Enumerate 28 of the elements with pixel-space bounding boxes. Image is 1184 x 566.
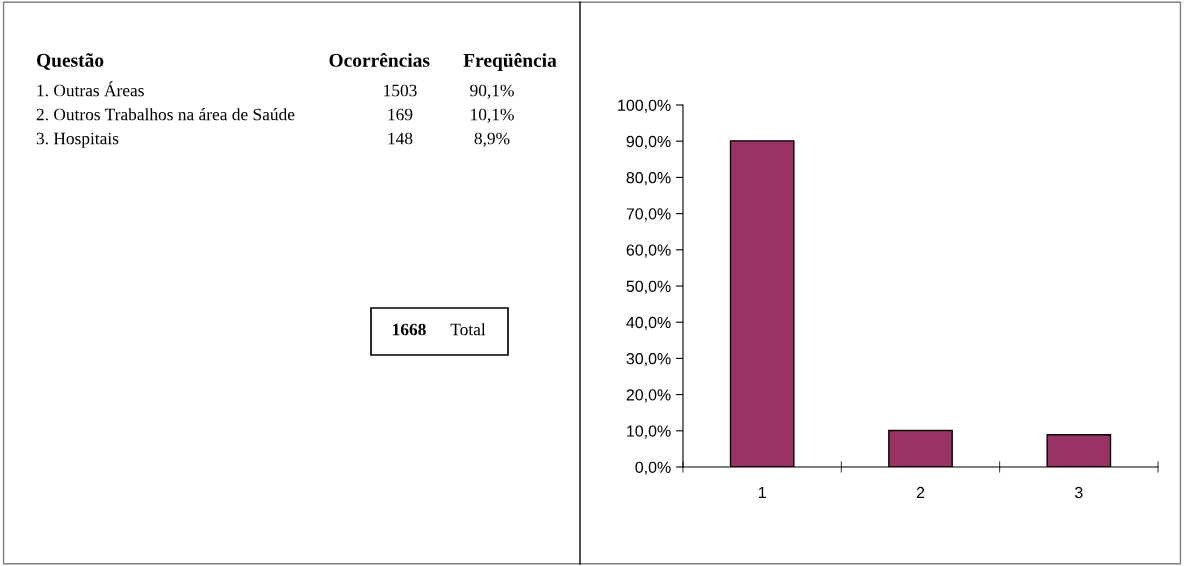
y-tick-label: 40,0%: [626, 316, 671, 331]
text: Total: [450, 323, 486, 336]
y-tick-label: 10,0%: [627, 425, 671, 439]
y-tick-label: 100,0%: [618, 99, 671, 113]
text: 1. Outras Áreas: [37, 81, 144, 97]
y-tick-label: 50,0%: [626, 280, 671, 294]
text: 10,1%: [471, 108, 514, 123]
text: 3. Hospitais: [36, 132, 119, 148]
text: 1503: [384, 84, 417, 97]
text: Questão: [36, 53, 104, 70]
y-tick-label: 30,0%: [626, 353, 671, 367]
text: 2. Outros Trabalhos na área de Saúde: [36, 108, 295, 121]
y-tick-label: 70,0%: [626, 208, 671, 222]
text: 148: [388, 132, 413, 145]
text: 8,9%: [474, 132, 510, 147]
x-tick-label: 2: [916, 486, 925, 499]
x-tick-label: 1: [758, 487, 766, 499]
y-tick-label: 90,0%: [626, 135, 671, 150]
text: Freqüência: [463, 53, 557, 71]
y-tick-label: 20,0%: [626, 389, 671, 403]
x-tick-label: 3: [1075, 486, 1083, 499]
y-tick-label: 0,0%: [635, 461, 671, 475]
text: 169: [388, 108, 413, 121]
text: Ocorrências: [329, 52, 430, 67]
y-tick-label: 80,0%: [626, 172, 671, 186]
text: 1668: [393, 323, 426, 336]
y-tick-label: 60,0%: [626, 244, 671, 258]
text: 90,1%: [470, 84, 514, 99]
